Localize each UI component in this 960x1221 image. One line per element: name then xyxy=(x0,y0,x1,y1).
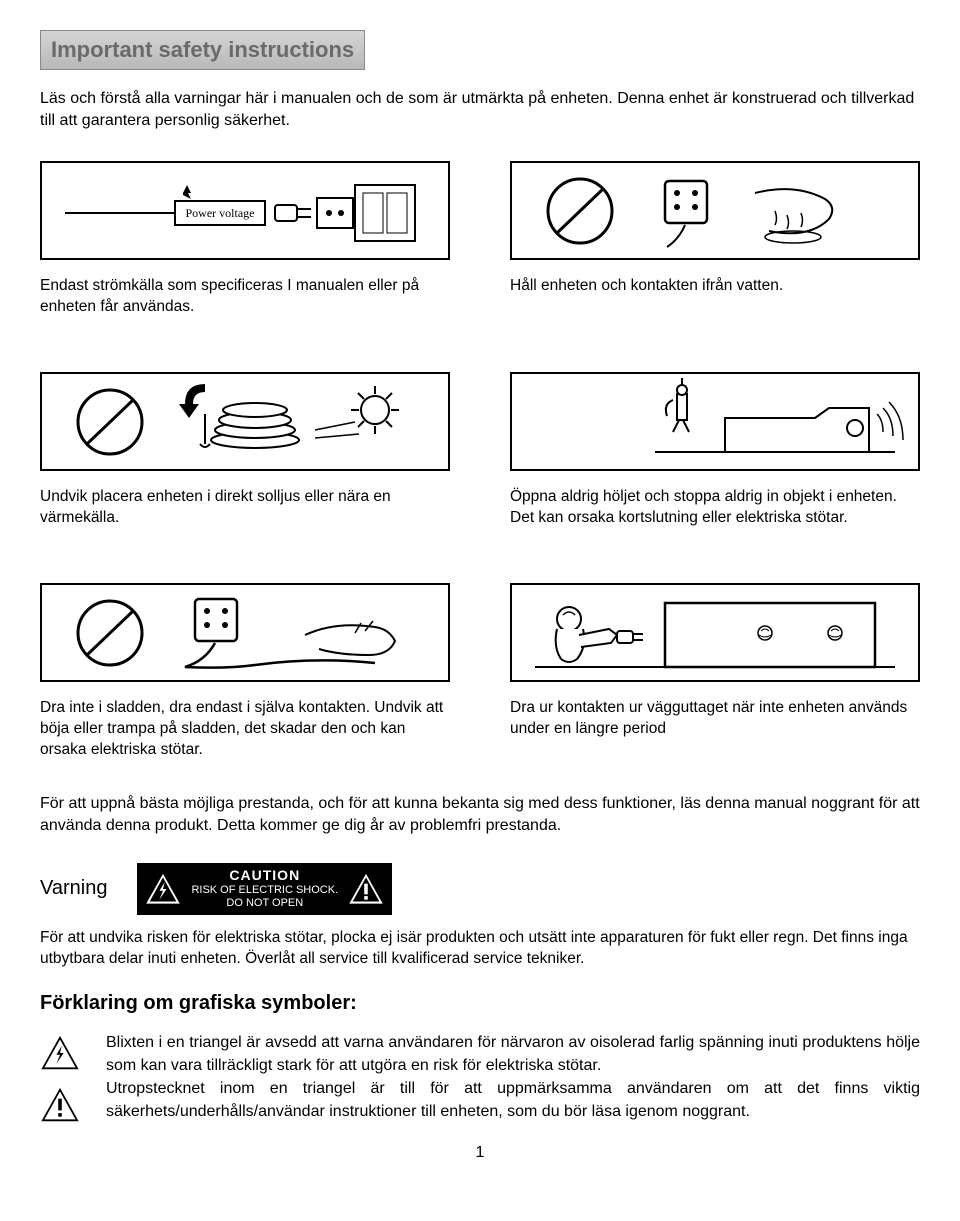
bang-triangle-icon xyxy=(348,873,384,905)
page-number: 1 xyxy=(40,1144,920,1162)
caution-line2: DO NOT OPEN xyxy=(191,897,338,910)
caution-line1: RISK OF ELECTRIC SHOCK. xyxy=(191,884,338,897)
svg-text:Power voltage: Power voltage xyxy=(186,206,255,220)
caption: Dra inte i sladden, dra endast i själva … xyxy=(40,698,450,761)
caution-title: CAUTION xyxy=(191,867,338,884)
safety-grid: Power voltage xyxy=(40,161,920,787)
symbols-row: Blixten i en triangel är avsedd att varn… xyxy=(40,1031,920,1124)
warning-label: Varning xyxy=(40,877,107,900)
warning-paragraph: För att undvika risken för elektriska st… xyxy=(40,927,920,970)
warning-row: Varning CAUTION RISK OF ELECTRIC SHOCK. … xyxy=(40,863,920,914)
bolt-outline-icon xyxy=(40,1035,80,1071)
symbols-heading: Förklaring om grafiska symboler: xyxy=(40,992,920,1015)
symbols-text: Blixten i en triangel är avsedd att varn… xyxy=(106,1031,920,1124)
caption: Endast strömkälla som specificeras I man… xyxy=(40,276,450,336)
figure-sunlight xyxy=(40,372,450,471)
page-title: Important safety instructions xyxy=(40,30,365,70)
bang-outline-icon xyxy=(40,1087,80,1123)
caption: Håll enheten och kontakten ifrån vatten. xyxy=(510,276,920,336)
figure-water xyxy=(510,161,920,260)
figure-power-voltage: Power voltage xyxy=(40,161,450,260)
safety-item xyxy=(510,372,920,477)
safety-item xyxy=(510,583,920,688)
safety-item xyxy=(40,372,450,477)
bolt-explanation: Blixten i en triangel är avsedd att varn… xyxy=(106,1034,920,1074)
caution-box: CAUTION RISK OF ELECTRIC SHOCK. DO NOT O… xyxy=(137,863,392,914)
caption: Dra ur kontakten ur vägguttaget när inte… xyxy=(510,698,920,761)
caption: Öppna aldrig höljet och stoppa aldrig in… xyxy=(510,487,920,547)
safety-item xyxy=(510,161,920,266)
bolt-triangle-icon xyxy=(145,873,181,905)
safety-item: Power voltage xyxy=(40,161,450,266)
intro-paragraph: Läs och förstå alla varningar här i manu… xyxy=(40,88,920,133)
figure-cord-pull xyxy=(40,583,450,682)
safety-item xyxy=(40,583,450,688)
figure-unplug xyxy=(510,583,920,682)
caption: Undvik placera enheten i direkt solljus … xyxy=(40,487,450,547)
performance-paragraph: För att uppnå bästa möjliga prestanda, o… xyxy=(40,793,920,838)
bang-explanation: Utropstecknet inom en triangel är till f… xyxy=(106,1080,920,1120)
figure-open-case xyxy=(510,372,920,471)
